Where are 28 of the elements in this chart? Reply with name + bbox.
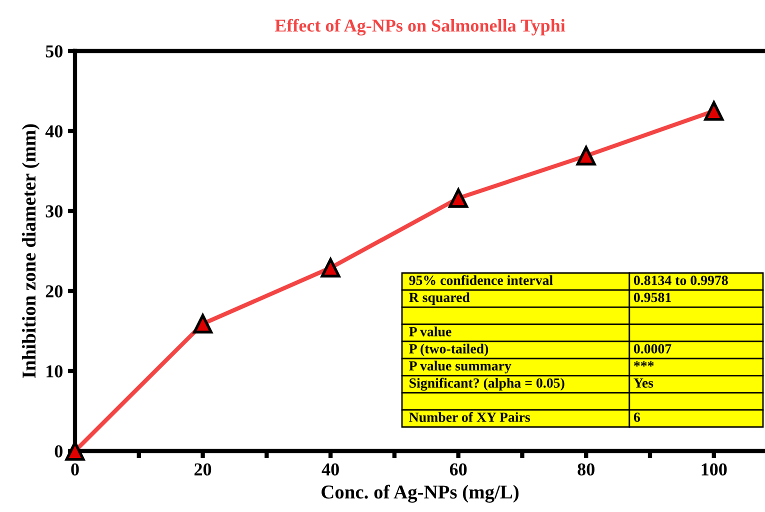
annotation: *** [634, 361, 654, 367]
x-tick-label: 40 [322, 463, 339, 476]
x-tick-label: 20 [194, 463, 212, 476]
x-tick-label: 60 [450, 463, 467, 476]
y-tick-label: 0 [54, 445, 63, 458]
x-tick-label: 100 [702, 463, 727, 476]
y-tick-label: 10 [46, 365, 63, 378]
chart-title: Effect of Ag-NPs on Salmonella Typhi [274, 18, 566, 36]
x-tick-label: 0 [71, 463, 79, 476]
annotation: Number of XY Pairs [409, 412, 530, 422]
y-axis-title: Inhibition zone diameter (mm) [22, 124, 40, 378]
annotation: 6 [634, 412, 640, 422]
annotation: R squared [409, 292, 470, 305]
annotation: 0.8134 to 0.9978 [634, 276, 728, 286]
annotation: P value summary [409, 360, 512, 374]
annotation: Yes [634, 378, 654, 388]
annotation: P value [409, 326, 452, 336]
annotation: Significant? (alpha = 0.05) [410, 378, 564, 391]
annotation: P (two-tailed) [409, 344, 488, 356]
y-tick-label: 50 [46, 45, 63, 58]
annotation: 95% confidence interval [409, 275, 553, 286]
annotation: 0.9581 [634, 292, 671, 302]
x-tick-label: 80 [578, 463, 594, 476]
x-axis-title: Conc. of Ag-NPs (mg/L) [322, 484, 519, 503]
y-tick-label: 20 [46, 285, 63, 298]
y-tick-label: 40 [45, 125, 63, 138]
y-tick-label: 30 [46, 205, 63, 218]
annotation: 0.0007 [634, 344, 672, 354]
